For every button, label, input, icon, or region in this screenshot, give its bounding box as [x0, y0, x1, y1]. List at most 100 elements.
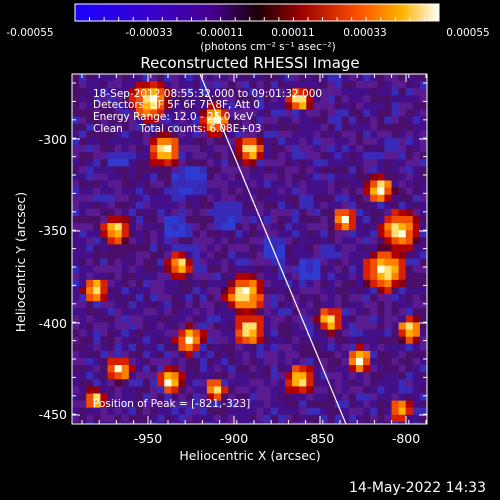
image-pixel [86, 372, 94, 380]
image-pixel [150, 223, 158, 231]
image-pixel [348, 194, 357, 203]
image-pixel [171, 272, 179, 281]
image-pixel [171, 279, 179, 288]
image-pixel [72, 130, 80, 139]
image-pixel [313, 372, 321, 380]
image-pixel [256, 343, 265, 352]
image-pixel [292, 201, 300, 210]
image-pixel [405, 393, 414, 401]
image-pixel [249, 230, 257, 238]
image-pixel [256, 301, 265, 309]
image-pixel [128, 208, 137, 217]
image-pixel [114, 137, 123, 146]
image-pixel [135, 386, 144, 394]
image-pixel [192, 336, 201, 345]
image-pixel [256, 208, 265, 217]
image-pixel [221, 109, 229, 117]
image-pixel [221, 145, 229, 153]
image-pixel [341, 194, 350, 203]
image-pixel [348, 421, 357, 424]
image-pixel [292, 279, 300, 288]
image-pixel [320, 137, 328, 146]
image-pixel [356, 109, 364, 117]
image-pixel [93, 343, 101, 352]
image-pixel [235, 301, 243, 309]
image-pixel [86, 145, 94, 153]
image-pixel [277, 279, 286, 288]
image-pixel [107, 279, 115, 288]
image-pixel [206, 287, 215, 295]
image-pixel [185, 95, 194, 103]
image-pixel [363, 223, 371, 231]
image-pixel [263, 109, 272, 117]
image-pixel [135, 365, 144, 373]
image-pixel [249, 365, 257, 373]
image-pixel [348, 414, 357, 423]
image-pixel [228, 201, 236, 210]
image-pixel [412, 322, 421, 330]
image-pixel [277, 88, 286, 96]
image-pixel [235, 421, 243, 424]
image-pixel [256, 237, 265, 245]
image-pixel [171, 308, 179, 316]
image-pixel [334, 258, 343, 267]
image-pixel [128, 88, 137, 96]
image-pixel [249, 393, 257, 401]
image-pixel [199, 166, 208, 174]
image-pixel [356, 251, 364, 259]
image-pixel [363, 102, 371, 110]
image-pixel [412, 109, 421, 117]
image-pixel [270, 294, 279, 302]
image-pixel [72, 350, 80, 359]
image-pixel [185, 279, 194, 288]
image-pixel [128, 294, 137, 302]
image-pixel [299, 322, 307, 330]
image-pixel [348, 102, 357, 110]
image-pixel [292, 379, 300, 387]
image-pixel [79, 301, 87, 309]
image-pixel [86, 365, 94, 373]
image-pixel [398, 294, 407, 302]
image-pixel [185, 230, 194, 238]
image-pixel [249, 123, 257, 132]
image-pixel [249, 166, 257, 174]
image-pixel [277, 74, 286, 82]
image-pixel [86, 244, 94, 252]
image-pixel [242, 400, 250, 409]
image-pixel [363, 379, 371, 387]
image-pixel [412, 279, 421, 288]
image-pixel [114, 400, 123, 409]
image-pixel [72, 194, 80, 203]
image-pixel [135, 137, 144, 146]
image-pixel [143, 152, 151, 160]
image-pixel [235, 180, 243, 188]
image-pixel [235, 287, 243, 295]
image-pixel [178, 159, 186, 167]
image-pixel [377, 379, 385, 387]
image-pixel [214, 258, 222, 267]
image-pixel [185, 287, 194, 295]
image-pixel [256, 88, 265, 96]
image-pixel [299, 365, 307, 373]
image-pixel [292, 230, 300, 238]
image-pixel [72, 287, 80, 295]
image-pixel [93, 208, 101, 217]
image-pixel [135, 251, 144, 259]
image-pixel [313, 95, 321, 103]
image-pixel [185, 201, 194, 210]
image-pixel [164, 365, 172, 373]
image-pixel [157, 421, 165, 424]
image-pixel [384, 350, 392, 359]
image-pixel [79, 216, 87, 224]
image-pixel [86, 166, 94, 174]
image-pixel [150, 279, 158, 288]
image-pixel [377, 414, 385, 423]
image-pixel [192, 95, 201, 103]
image-pixel [114, 329, 123, 338]
image-pixel [114, 350, 123, 359]
image-pixel [306, 400, 314, 409]
image-pixel [356, 265, 364, 274]
image-pixel [171, 301, 179, 309]
image-pixel [192, 237, 201, 245]
image-pixel [100, 308, 108, 316]
